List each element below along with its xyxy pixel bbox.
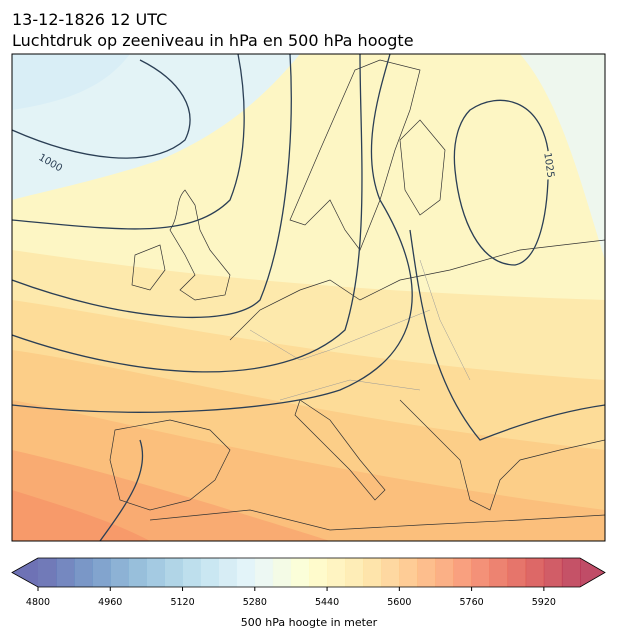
colorbar-segment: [236, 558, 256, 587]
colorbar-segment: [38, 558, 57, 587]
map: 1000 1025: [12, 54, 605, 541]
colorbar-segment: [381, 558, 400, 587]
colorbar-segment: [56, 558, 75, 587]
isobar: [99, 439, 144, 541]
coastline: [399, 119, 446, 216]
colorbar-segment: [309, 558, 328, 587]
colorbar-segment: [507, 558, 527, 587]
chart-title: Luchtdruk op zeeniveau in hPa en 500 hPa…: [12, 31, 414, 50]
colorbar-tick-label: 5600: [387, 597, 411, 608]
coastline: [109, 419, 231, 511]
coastline: [399, 399, 605, 511]
coastline: [131, 244, 166, 291]
colorbar-segment: [489, 558, 509, 587]
isobar: [12, 54, 292, 319]
colorbar-segment: [164, 558, 183, 587]
border: [249, 259, 471, 401]
colorbar-tick-label: 5120: [170, 597, 194, 608]
colorbar-label: 500 hPa hoogte in meter: [241, 616, 378, 629]
colorbar-segment: [254, 558, 274, 587]
colorbar-segment: [146, 558, 165, 587]
colorbar: 4800 4960 5120 5280 5440 5600 5760 5920: [11, 557, 606, 608]
map-frame: [11, 53, 606, 542]
colorbar-tick-label: 4800: [26, 597, 50, 608]
colorbar-extend: [580, 558, 605, 587]
colorbar-tick-label: 5760: [460, 597, 484, 608]
colorbar-segment: [345, 558, 364, 587]
coastline: [294, 399, 386, 501]
colorbar-segment: [525, 558, 545, 587]
isobar: [453, 99, 549, 266]
colorbar-segment: [74, 558, 93, 587]
colorbar-extend: [12, 558, 38, 587]
colorbar-segment: [290, 558, 310, 587]
colorbar-segment: [435, 558, 454, 587]
colorbar-tick-label: 4960: [98, 597, 122, 608]
colorbar-tick-label: 5280: [243, 597, 267, 608]
coastline: [229, 239, 605, 341]
colorbar-outline: [11, 557, 606, 588]
colorbar-segment: [363, 558, 382, 587]
colorbar-segment: [128, 558, 147, 587]
isobar: [12, 54, 413, 413]
coastline: [149, 509, 605, 531]
coastline: [289, 59, 421, 251]
colorbar-segment: [561, 558, 581, 587]
colorbar-segment: [399, 558, 418, 587]
colorbar-segment: [110, 558, 129, 587]
isobar: [12, 54, 363, 373]
colorbar-segment: [92, 558, 111, 587]
isobar-label: 1025: [541, 152, 555, 179]
colorbar-tick-label: 5440: [315, 597, 339, 608]
colorbar-segment: [200, 558, 219, 587]
colorbar-segment: [471, 558, 490, 587]
coastline: [169, 189, 231, 301]
colorbar-segment: [543, 558, 563, 587]
colorbar-segment: [182, 558, 201, 587]
isobar: [12, 59, 191, 159]
colorbar-segment: [417, 558, 436, 587]
colorbar-segment: [218, 558, 238, 587]
colorbar-tick-label: 5920: [532, 597, 556, 608]
colorbar-segment: [453, 558, 472, 587]
colorbar-segment: [327, 558, 346, 587]
isobar: [12, 54, 245, 230]
date-title: 13-12-1826 12 UTC: [12, 10, 167, 29]
colorbar-segment: [272, 558, 292, 587]
isobar: [409, 229, 605, 441]
